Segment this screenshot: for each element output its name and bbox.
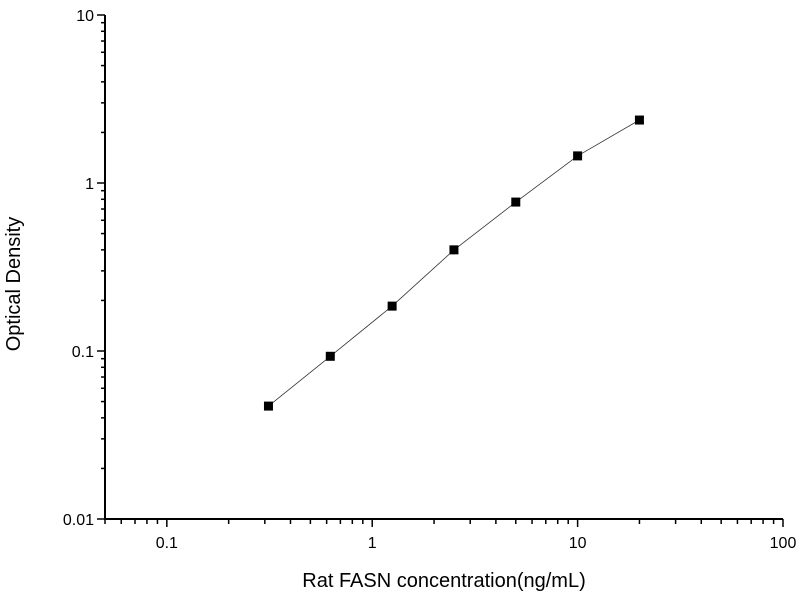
- data-point: [325, 351, 335, 361]
- y-tick-label: 0.1: [72, 344, 94, 361]
- y-tick-label: 1: [85, 176, 94, 193]
- data-point: [634, 115, 644, 125]
- y-tick-label: 0.01: [63, 512, 94, 529]
- x-tick-label: 10: [569, 535, 587, 552]
- data-points: [263, 115, 644, 411]
- data-point: [387, 301, 397, 311]
- ticks: 0.1 1 10 100 0.01 0.1 1 10: [63, 8, 797, 552]
- x-tick-label: 0.1: [156, 535, 178, 552]
- y-tick-label: 10: [76, 8, 94, 25]
- fit-curve: [268, 119, 640, 407]
- data-point: [511, 197, 521, 207]
- x-tick-label: 100: [770, 535, 797, 552]
- data-point: [449, 245, 459, 255]
- data-point: [263, 401, 273, 411]
- axes: [104, 15, 783, 520]
- fit-curve-group: [268, 119, 640, 407]
- x-tick-label: 1: [368, 535, 377, 552]
- data-point: [573, 151, 583, 161]
- y-axis-label: Optical Density: [3, 217, 25, 352]
- x-axis-label: Rat FASN concentration(ng/mL): [302, 570, 585, 592]
